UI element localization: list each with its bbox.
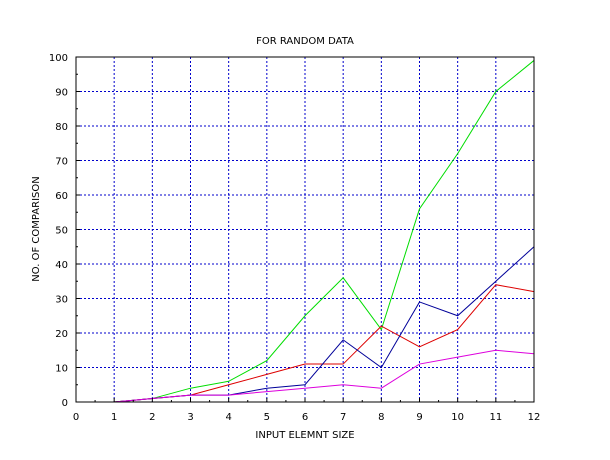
y-tick-label: 100 xyxy=(49,53,68,64)
axis-ticks xyxy=(75,56,535,403)
series-line-3 xyxy=(114,246,535,403)
y-tick-label: 70 xyxy=(55,157,68,168)
y-tick-label: 60 xyxy=(55,191,68,202)
x-tick-label: 3 xyxy=(187,412,193,423)
y-tick-label: 90 xyxy=(55,88,68,99)
x-tick-label: 9 xyxy=(416,412,422,423)
series-line-4 xyxy=(114,349,535,403)
series-line-2 xyxy=(114,284,535,403)
series-line-1 xyxy=(114,60,535,403)
x-axis-label: INPUT ELEMNT SIZE xyxy=(255,430,354,441)
x-tick-label: 7 xyxy=(340,412,346,423)
x-tick-label: 5 xyxy=(264,412,270,423)
x-tick-label: 6 xyxy=(302,412,308,423)
series-group xyxy=(114,60,535,403)
x-tick-label: 4 xyxy=(225,412,231,423)
x-tick-label: 10 xyxy=(451,412,464,423)
chart-title: FOR RANDOM DATA xyxy=(256,36,354,47)
x-tick-label: 11 xyxy=(489,412,502,423)
y-tick-label: 0 xyxy=(62,398,68,409)
grid-lines xyxy=(76,57,534,402)
y-tick-label: 30 xyxy=(55,295,68,306)
y-axis-label: NO. OF COMPARISON xyxy=(31,176,42,281)
x-tick-label: 0 xyxy=(73,412,79,423)
y-tick-label: 20 xyxy=(55,329,68,340)
x-tick-label: 2 xyxy=(149,412,155,423)
x-tick-label: 12 xyxy=(528,412,541,423)
x-tick-label: 1 xyxy=(111,412,117,423)
y-tick-label: 80 xyxy=(55,122,68,133)
y-tick-label: 50 xyxy=(55,226,68,237)
x-tick-label: 8 xyxy=(378,412,384,423)
y-tick-label: 40 xyxy=(55,260,68,271)
y-tick-label: 10 xyxy=(55,364,68,375)
